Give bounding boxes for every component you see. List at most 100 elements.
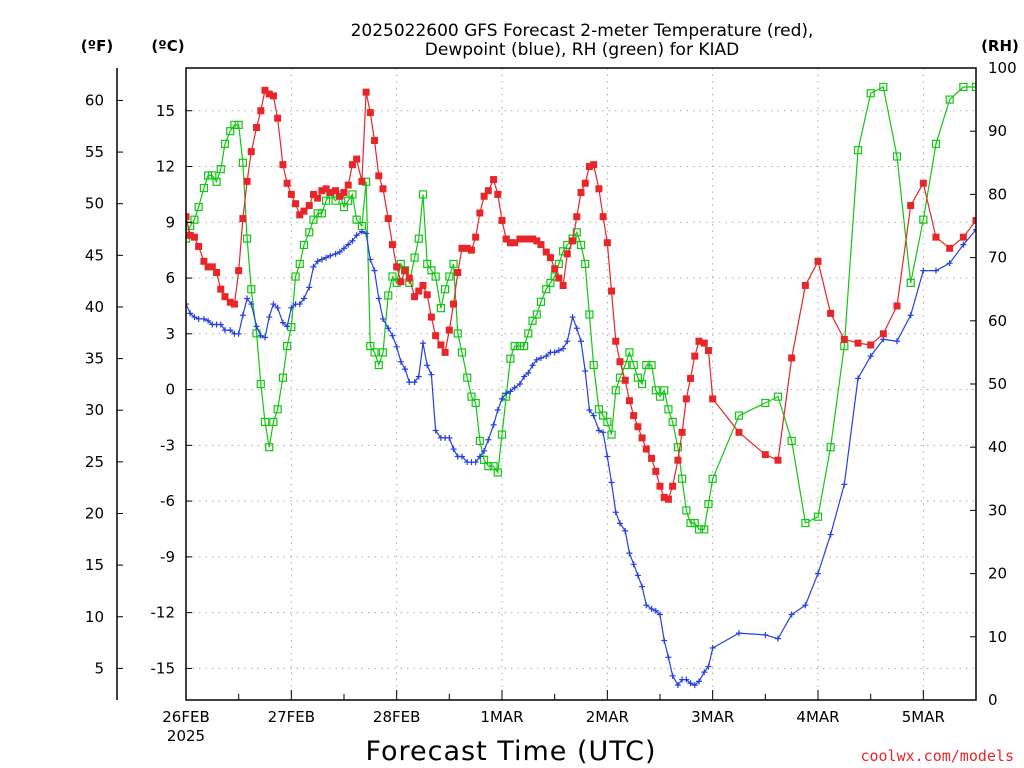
- rh-point: [673, 443, 683, 452]
- temperature-point: [186, 231, 194, 239]
- dewpoint-point: [499, 395, 505, 402]
- rh-point: [331, 196, 340, 205]
- dewpoint-point: [674, 682, 681, 689]
- dewpoint-point: [774, 635, 781, 642]
- dewpoint-point: [270, 301, 277, 308]
- temperature-point: [279, 161, 287, 169]
- dewpoint-point: [420, 340, 426, 347]
- rh-point: [655, 392, 665, 401]
- rh-point: [317, 209, 326, 218]
- rh-point: [199, 183, 209, 193]
- rh-point: [378, 348, 388, 357]
- temperature-point: [634, 423, 642, 431]
- temperature-point: [472, 233, 480, 241]
- temperature-point: [907, 202, 915, 210]
- rh-point: [283, 341, 292, 351]
- rh-point: [532, 310, 541, 319]
- temperature-point: [411, 293, 419, 301]
- temperature-point: [467, 246, 475, 254]
- rh-point: [220, 139, 230, 148]
- temperature-point: [484, 187, 492, 195]
- temperature-point: [590, 161, 598, 169]
- fahrenheit-tick-label: 35: [85, 350, 104, 368]
- temperature-point: [621, 376, 629, 384]
- temperature-point: [551, 265, 559, 273]
- temperature-point: [314, 194, 322, 202]
- dewpoint-point: [253, 323, 260, 330]
- temperature-point: [506, 239, 514, 247]
- celsius-tick-label: 9: [165, 213, 175, 231]
- temperature-point: [498, 216, 506, 224]
- temperature-point: [664, 495, 672, 503]
- rh-point: [475, 436, 484, 445]
- rh-point: [445, 272, 454, 281]
- celsius-tick-label: 12: [156, 158, 175, 176]
- dewpoint-point: [332, 250, 339, 257]
- temperature-point: [432, 332, 440, 340]
- temperature-point: [585, 163, 593, 171]
- temperature-point: [318, 187, 326, 195]
- rh-point: [866, 89, 875, 98]
- temperature-point: [353, 155, 361, 163]
- series-layer: [186, 82, 976, 689]
- fahrenheit-tick-label: 5: [94, 659, 104, 677]
- temperature-point: [616, 358, 624, 366]
- dewpoint-point: [511, 384, 518, 391]
- dewpoint-point: [648, 605, 655, 612]
- dewpoint-point: [855, 375, 862, 382]
- chart-subtitle: Dewpoint (blue), RH (green) for KIAD: [425, 40, 739, 60]
- rh-point: [546, 278, 555, 287]
- dewpoint-point: [555, 347, 562, 354]
- dewpoint-point: [604, 453, 611, 460]
- rh-point: [611, 386, 620, 395]
- temperature-point: [494, 190, 502, 198]
- temperature-point: [656, 482, 664, 490]
- temperature-series: [186, 86, 976, 503]
- rh-point: [660, 386, 669, 395]
- temperature-point: [283, 179, 291, 187]
- rh-point: [234, 120, 243, 129]
- dewpoint-point: [560, 345, 567, 352]
- dewpoint-point: [600, 429, 607, 436]
- temperature-point: [559, 281, 567, 289]
- rh-point: [348, 190, 357, 199]
- rh-point: [427, 266, 436, 275]
- rh-point: [542, 285, 551, 294]
- rh-point: [190, 215, 199, 224]
- temperature-point: [660, 493, 668, 501]
- dewpoint-point: [537, 354, 544, 361]
- rh-tick-label: 80: [988, 185, 1007, 203]
- x-tick-label: 4MAR: [796, 708, 839, 726]
- temperature-point: [814, 257, 822, 265]
- dewpoint-point: [367, 256, 374, 263]
- rh-point: [423, 259, 432, 269]
- rh-point: [773, 392, 783, 401]
- rh-point: [278, 373, 288, 382]
- x-tick-label: 26FEB: [162, 708, 209, 726]
- dewpoint-point: [880, 336, 887, 343]
- rh-point: [216, 165, 225, 174]
- temperature-point: [648, 454, 656, 462]
- temperature-point: [502, 235, 510, 243]
- temperature-point: [520, 235, 528, 243]
- rh-point: [418, 190, 428, 199]
- rh-point: [238, 158, 247, 167]
- temperature-point: [801, 281, 809, 289]
- temperature-point: [326, 189, 334, 197]
- temperature-point: [932, 233, 940, 241]
- temperature-point: [235, 267, 243, 275]
- dewpoint-point: [595, 427, 602, 434]
- temperature-point: [397, 278, 405, 286]
- dewpoint-point: [573, 325, 580, 332]
- rh-point: [510, 341, 519, 351]
- rh-point: [761, 398, 770, 408]
- dewpoint-point: [907, 312, 914, 319]
- rh-point: [230, 120, 239, 129]
- rh-point: [479, 455, 489, 464]
- temperature-point: [603, 239, 611, 247]
- rh-point: [366, 341, 375, 351]
- temperature-point: [405, 274, 413, 282]
- temperature-point: [274, 114, 282, 122]
- temperature-point: [529, 235, 537, 243]
- rh-point: [637, 379, 647, 389]
